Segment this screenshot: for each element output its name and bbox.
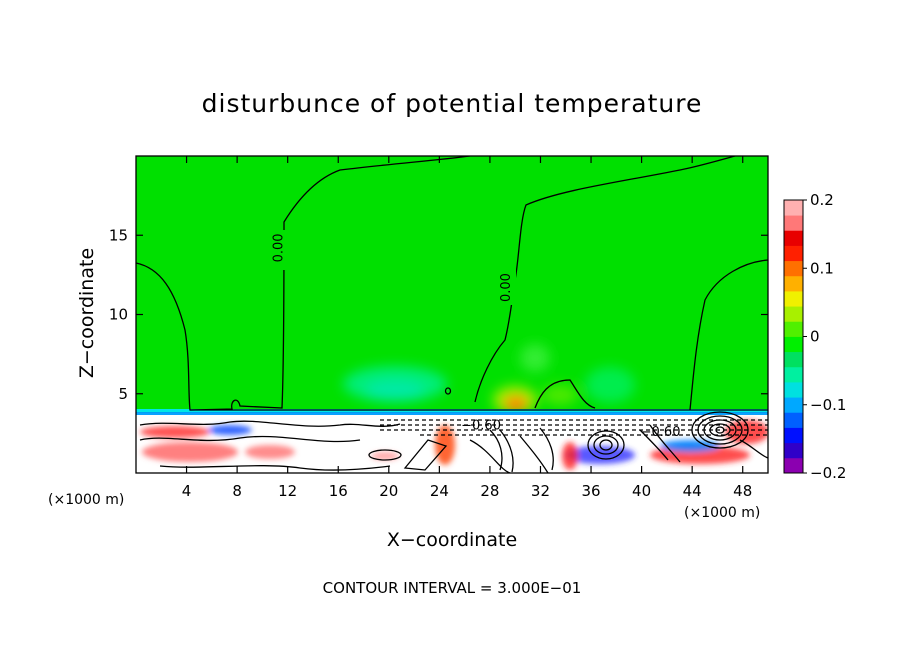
- zero-contour: [689, 259, 768, 411]
- colorbar-swatch: [784, 442, 803, 459]
- contour-interval-note: CONTOUR INTERVAL = 3.000E−01: [323, 579, 582, 597]
- colorbar-swatch: [784, 215, 803, 231]
- y-axis: 5 10 15: [109, 226, 768, 403]
- vortex-contour: [691, 411, 749, 449]
- x-axis-title: X−coordinate: [387, 529, 517, 551]
- y-axis-title: Z−coordinate: [76, 248, 98, 378]
- lower-contour: [368, 449, 402, 461]
- x-tick-label: 44: [683, 482, 702, 500]
- x-tick-label: 40: [632, 482, 651, 500]
- colorbar-swatch: [784, 457, 803, 474]
- lower-contour: [469, 435, 549, 473]
- y-tick-label: 5: [118, 385, 128, 403]
- vortex-contour: [593, 435, 619, 455]
- cool-patch: [208, 425, 252, 435]
- colorbar-swatch: [784, 306, 803, 322]
- colorbar-swatch: [784, 260, 803, 277]
- warm-patch: [565, 446, 635, 464]
- x-tick-label: 4: [182, 482, 192, 500]
- chart-title: disturbunce of potential temperature: [202, 89, 703, 118]
- colorbar-swatch: [784, 230, 803, 246]
- colorbar-tick-label: −0.1: [810, 396, 846, 414]
- y-tick-label: 15: [109, 226, 128, 244]
- contour-lines: [136, 156, 768, 473]
- x-unit-label-left: (×1000 m): [48, 492, 124, 508]
- warm-patch: [142, 442, 238, 462]
- upper-field-anomalies: [343, 344, 635, 414]
- colorbar-swatch: [784, 427, 803, 444]
- x-unit-label-right: (×1000 m): [684, 505, 760, 521]
- zero-contour: [444, 387, 452, 395]
- colorbar-swatch: [784, 412, 803, 428]
- colorbar-swatch: [784, 200, 803, 216]
- colorbar-swatch: [784, 366, 803, 383]
- contour-label-bg: [272, 230, 292, 270]
- colorbar-swatch: [784, 336, 803, 353]
- x-tick-label: 16: [329, 482, 348, 500]
- lower-layer-anomalies: [140, 420, 768, 470]
- warm-patch: [725, 420, 768, 444]
- x-tick-label: 36: [581, 482, 600, 500]
- contour-label: −0.60: [461, 418, 501, 433]
- y-tick-label: 10: [109, 306, 128, 324]
- x-tick-label: 48: [733, 482, 752, 500]
- contour-label: 0.00: [272, 233, 287, 262]
- lower-contour: [139, 420, 401, 427]
- colorbar-swatch: [784, 382, 803, 398]
- zero-contour: [189, 156, 471, 411]
- vortex-contour: [703, 419, 737, 441]
- cool-anomaly: [365, 380, 425, 400]
- lower-contour: [139, 435, 361, 443]
- warm-patch: [562, 442, 578, 470]
- x-tick-label: 12: [278, 482, 297, 500]
- warm-anomaly: [504, 396, 528, 412]
- x-tick-label: 28: [480, 482, 499, 500]
- colorbar-tick-label: 0.2: [810, 191, 834, 209]
- zero-contour: [534, 379, 596, 409]
- warm-patch: [245, 445, 295, 459]
- colorbar-swatch: [784, 245, 803, 262]
- colorbar-swatch: [784, 351, 803, 368]
- x-axis: 4 8 12 16 20 24 28 32 36 40 44 48: [182, 156, 752, 500]
- contour-label: −0.60: [641, 425, 681, 440]
- lower-contour: [489, 427, 554, 473]
- warm-patch: [371, 452, 399, 460]
- colorbar: 0.2 0.1 0 −0.1 −0.2: [783, 191, 846, 482]
- x-tick-label: 32: [531, 482, 550, 500]
- lower-contour: [403, 439, 448, 471]
- warm-patch: [140, 426, 210, 438]
- contour-label: 0.00: [499, 273, 514, 302]
- colorbar-tick-label: 0: [810, 328, 820, 346]
- colorbar-swatch: [784, 397, 803, 413]
- vortex-contour: [587, 430, 625, 460]
- zero-contour: [474, 156, 736, 403]
- colorbar-swatch: [784, 291, 803, 307]
- cool-anomaly: [520, 344, 550, 372]
- contour-labels: 0.00 0.00 −0.60 −0.60: [272, 233, 681, 439]
- lower-contour: [739, 439, 768, 459]
- x-tick-label: 8: [232, 482, 242, 500]
- x-tick-label: 24: [430, 482, 449, 500]
- colorbar-swatch: [784, 275, 803, 292]
- contour-label-bg: [496, 265, 516, 305]
- vortex-contour: [715, 426, 725, 434]
- colorbar-swatch: [784, 321, 803, 337]
- plot-area: 0.00 0.00 −0.60 −0.60: [136, 156, 768, 473]
- vortex-contour: [599, 439, 613, 451]
- zero-contour: [136, 262, 768, 411]
- warm-anomaly: [542, 385, 578, 405]
- lower-contour: [639, 424, 681, 463]
- vortex-contour: [709, 423, 731, 437]
- cool-patch: [660, 440, 720, 452]
- colorbar-tick-label: 0.1: [810, 259, 834, 277]
- x-tick-label: 20: [379, 482, 398, 500]
- vortex-contour: [697, 415, 743, 445]
- lower-contour: [159, 465, 391, 471]
- cool-anomaly: [585, 367, 635, 403]
- colorbar-tick-label: −0.2: [810, 464, 846, 482]
- lower-layer-top-band: [136, 412, 768, 415]
